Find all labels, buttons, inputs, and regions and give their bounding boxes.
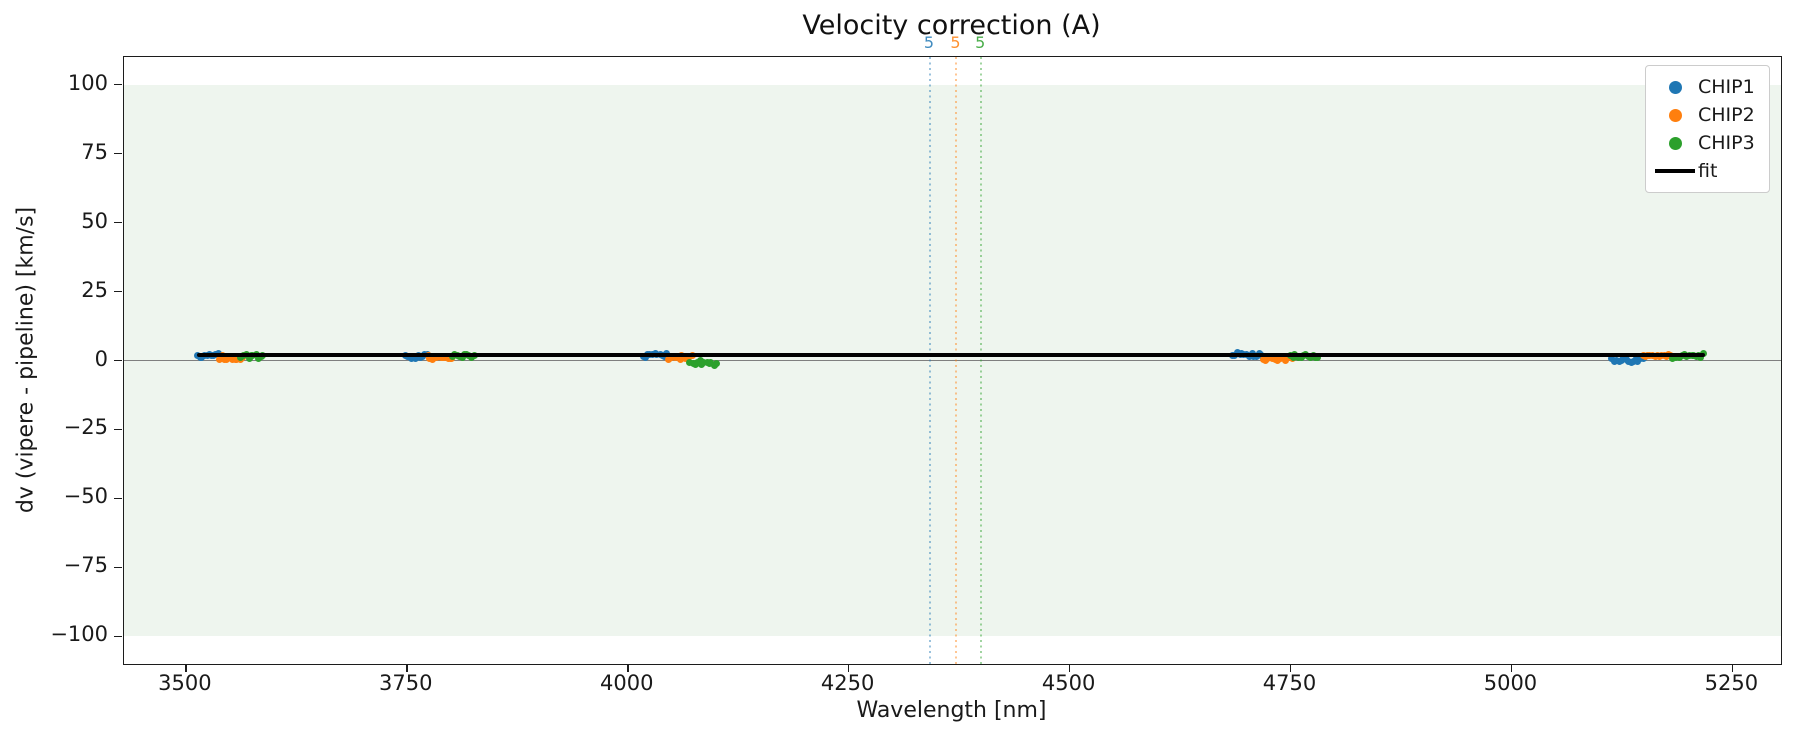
x-tick-mark (185, 664, 187, 672)
order-marker-line (980, 57, 983, 664)
chart-title: Velocity correction (A) (802, 10, 1101, 41)
y-tick-label: −100 (50, 622, 108, 647)
legend-item-label: CHIP2 (1698, 104, 1755, 126)
plot-area (114, 56, 1782, 672)
y-tick-label: 25 (81, 277, 108, 302)
data-point (215, 355, 223, 363)
data-point (1273, 357, 1281, 365)
legend-dot-sample (1668, 108, 1682, 122)
x-tick-label: 4250 (820, 671, 875, 695)
x-tick-label: 5250 (1704, 671, 1759, 695)
data-point (712, 360, 720, 368)
y-tick-label: 100 (67, 70, 108, 95)
y-tick-mark (114, 566, 123, 569)
y-tick-mark (114, 290, 123, 293)
y-tick-mark (114, 635, 123, 638)
legend-dot-sample (1668, 80, 1682, 94)
fit-line (197, 353, 1705, 358)
order-marker-line (928, 57, 931, 664)
legend: CHIP1 CHIP2 CHIP3 fit (1645, 65, 1770, 193)
order-label: 5 (975, 33, 986, 52)
y-tick-mark (114, 359, 123, 362)
order-label: 5 (950, 33, 961, 52)
legend-line-sample (1655, 169, 1695, 173)
data-point (641, 354, 649, 362)
data-point (222, 355, 230, 363)
legend-item: CHIP2 (1652, 101, 1763, 129)
y-tick-mark (114, 497, 123, 500)
legend-item: CHIP3 (1652, 129, 1763, 157)
legend-item: fit (1652, 157, 1763, 185)
series-dot-swatch (1652, 80, 1698, 94)
legend-item-label: fit (1698, 160, 1718, 182)
x-tick-label: 5000 (1483, 671, 1538, 695)
data-point (676, 355, 684, 363)
y-tick-mark (114, 428, 123, 431)
x-tick-label: 4000 (599, 671, 654, 695)
y-tick-mark (114, 152, 123, 155)
order-label: 5 (923, 33, 935, 52)
x-tick-mark (1068, 664, 1071, 672)
x-tick-mark (847, 664, 850, 672)
y-tick-label: −75 (63, 553, 108, 578)
data-point (233, 355, 241, 363)
y-tick-label: −50 (63, 484, 108, 509)
series-dot-swatch (1652, 136, 1698, 150)
fit-line-swatch (1652, 169, 1698, 173)
legend-item-label: CHIP1 (1698, 76, 1755, 98)
data-point (1629, 357, 1637, 365)
x-tick-label: 4750 (1262, 671, 1317, 695)
x-tick-label: 3750 (379, 671, 433, 695)
data-point (1314, 354, 1322, 362)
data-point (668, 353, 676, 361)
x-tick-label: 3500 (158, 671, 212, 695)
y-tick-mark (114, 83, 123, 86)
y-tick-label: 75 (81, 139, 108, 164)
y-tick-label: −25 (63, 415, 108, 440)
x-tick-mark (1289, 664, 1292, 672)
x-tick-mark (626, 664, 629, 672)
data-point (1697, 353, 1705, 361)
x-axis-label: Wavelength [nm] (856, 698, 1047, 723)
x-tick-label: 4500 (1041, 671, 1096, 695)
x-tick-mark (1731, 664, 1734, 672)
order-marker-line (955, 57, 958, 664)
legend-dot-sample (1668, 136, 1682, 150)
data-point (1289, 354, 1297, 362)
y-tick-label: 50 (81, 208, 108, 233)
y-tick-mark (114, 221, 123, 224)
legend-item: CHIP1 (1652, 73, 1763, 101)
x-tick-mark (405, 664, 408, 672)
y-tick-label: 0 (94, 346, 108, 371)
data-point (700, 358, 708, 366)
series-dot-swatch (1652, 108, 1698, 122)
data-point (245, 355, 253, 363)
x-tick-mark (1510, 664, 1513, 672)
legend-item-label: CHIP3 (1698, 132, 1755, 154)
zero-line (124, 359, 1781, 362)
